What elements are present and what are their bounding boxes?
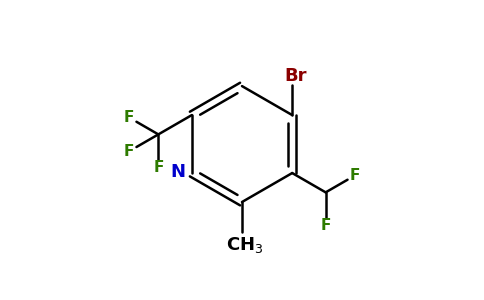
Text: Br: Br <box>284 68 306 85</box>
Text: F: F <box>349 168 360 183</box>
Text: CH$_3$: CH$_3$ <box>227 235 264 255</box>
Text: F: F <box>124 110 135 125</box>
Text: N: N <box>170 163 185 181</box>
Text: F: F <box>320 218 331 233</box>
Text: F: F <box>124 144 135 159</box>
Text: F: F <box>153 160 164 175</box>
